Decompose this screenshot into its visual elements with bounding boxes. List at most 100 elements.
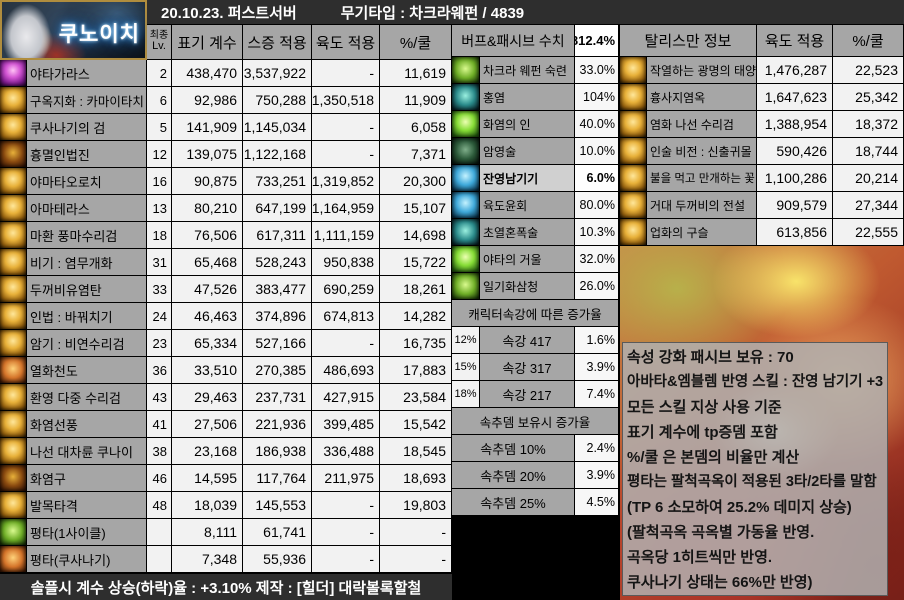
- skill-icon: [0, 87, 27, 114]
- buff-icon: [452, 111, 480, 138]
- table-row: 속추뎀 10% 2.4%: [452, 435, 619, 462]
- skill-level: 36: [147, 357, 172, 384]
- skill-coefficient: 92,986: [172, 87, 243, 114]
- note-line: (TP 6 소모하여 25.2% 데미지 상승): [627, 499, 852, 516]
- skill-level: 13: [147, 195, 172, 222]
- skill-per-cooldown: 23,584: [380, 384, 452, 411]
- table-row: 작열하는 광명의 태양 1,476,287 22,523: [620, 57, 904, 84]
- talisman-name: 업화의 구슬: [647, 219, 757, 246]
- table-row: 12% 속강 417 1.6%: [452, 327, 619, 354]
- col-header-level-top: 최종: [149, 29, 169, 41]
- talisman-icon: [620, 138, 647, 165]
- skill-name: 평타(1사이클): [27, 519, 147, 546]
- buff-icon: [452, 84, 480, 111]
- skill-per-cooldown: 11,619: [380, 60, 452, 87]
- table-row: 거대 두꺼비의 전설 909,579 27,344: [620, 192, 904, 219]
- footer-credit-bar: 솔플시 계수 상승(하락)율 : +3.10% 제작 : [힐더] 대락볼록할철: [0, 573, 452, 600]
- talisman-table-title: 탈리스만 정보: [620, 25, 757, 57]
- skill-dmg-applied: 733,251: [243, 168, 312, 195]
- skill-per-cooldown: 15,107: [380, 195, 452, 222]
- skill-coefficient: 90,875: [172, 168, 243, 195]
- table-row: 화염구 46 14,595 117,764 211,975 18,693: [0, 465, 452, 492]
- table-row: 일기화삼청 26.0%: [452, 273, 619, 300]
- talisman-yukdo-applied: 1,476,287: [757, 57, 833, 84]
- table-row: 잔영남기기 6.0%: [452, 165, 619, 192]
- talisman-name: 거대 두꺼비의 전설: [647, 192, 757, 219]
- table-row: 흉멸인법진 12 139,075 1,122,168-7,371: [0, 141, 452, 168]
- skill-coefficient: 14,595: [172, 465, 243, 492]
- skill-name: 비기 : 염무개화: [27, 249, 147, 276]
- skill-name: 나선 대차륜 쿠나이: [27, 438, 147, 465]
- skill-yukdo-applied: 674,813: [312, 303, 380, 330]
- table-row: 야마타오로치 16 90,875 733,251 1,319,852 20,300: [0, 168, 452, 195]
- skill-dmg-applied: 383,477: [243, 276, 312, 303]
- skill-per-cooldown: 18,261: [380, 276, 452, 303]
- buff-icon: [452, 57, 480, 84]
- skill-per-cooldown: 16,735: [380, 330, 452, 357]
- talisman-icon: [620, 84, 647, 111]
- table-row: 암기 : 비연수리검 23 65,334 527,166-16,735: [0, 330, 452, 357]
- skill-per-cooldown: 15,722: [380, 249, 452, 276]
- buff-table-body: 차크라 웨펀 숙련 33.0% 홍염 104% 화염의 인 40.0% 암영술 10.0% 잔영…: [452, 57, 619, 300]
- skill-level: 23: [147, 330, 172, 357]
- skill-dmg-applied: 237,731: [243, 384, 312, 411]
- skill-dmg-applied: 1,122,168: [243, 141, 312, 168]
- skill-icon: [0, 276, 27, 303]
- skill-level: 43: [147, 384, 172, 411]
- skill-icon: [0, 357, 27, 384]
- buff-icon: [452, 192, 480, 219]
- skill-per-cooldown: 18,693: [380, 465, 452, 492]
- skill-name: 두꺼비유염탄: [27, 276, 147, 303]
- note-line: 곡옥당 1히트씩만 반영.: [627, 549, 773, 566]
- skill-icon: [0, 303, 27, 330]
- element-pct-tag: 12%: [452, 327, 480, 354]
- skill-coefficient: 139,075: [172, 141, 243, 168]
- skill-dmg-applied: 750,288: [243, 87, 312, 114]
- skill-icon: [0, 141, 27, 168]
- element-label: 속강 317: [480, 354, 575, 381]
- col-header-level-bottom: Lv.: [152, 40, 166, 53]
- buff-name: 홍염: [480, 84, 575, 111]
- character-artwork: 속성 강화 패시브 보유 : 70 아바타&엠블렘 반영 스킬 : 잔영 남기기 …: [620, 246, 904, 600]
- skill-coefficient: 46,463: [172, 303, 243, 330]
- talisman-yukdo-applied: 1,100,286: [757, 165, 833, 192]
- skill-per-cooldown: 18,545: [380, 438, 452, 465]
- buff-icon: [452, 138, 480, 165]
- buff-value: 104%: [575, 84, 619, 111]
- element-section-body: 12% 속강 417 1.6% 15% 속강 317 3.9% 18% 속강 217 7.4%: [452, 327, 619, 408]
- skill-coefficient: 7,348: [172, 546, 243, 573]
- skill-icon: [0, 411, 27, 438]
- skill-name: 마환 풍마수리검: [27, 222, 147, 249]
- table-row: 염화 나선 수리검 1,388,954 18,372: [620, 111, 904, 138]
- talisman-col-yukdo: 육도 적용: [757, 25, 833, 57]
- skill-yukdo-applied: -: [312, 141, 380, 168]
- skill-coefficient: 76,506: [172, 222, 243, 249]
- skill-level: [147, 546, 172, 573]
- skill-icon: [0, 168, 27, 195]
- skill-coefficient: 8,111: [172, 519, 243, 546]
- table-row: 초열혼폭술 10.3%: [452, 219, 619, 246]
- title-bar: 20.10.23. 퍼스트서버 무기타입 : 차크라웨펀 / 4839: [147, 0, 904, 25]
- note-line: 쿠사나기 상태는 66%만 반영): [627, 574, 813, 591]
- skill-yukdo-applied: 1,319,852: [312, 168, 380, 195]
- table-row: 화염의 인 40.0%: [452, 111, 619, 138]
- col-header-skill-dmg: 스증 적용: [243, 25, 312, 60]
- skill-name: 발목타격: [27, 492, 147, 519]
- table-row: 야타의 거울 32.0%: [452, 246, 619, 273]
- talisman-per-cooldown: 18,744: [833, 138, 904, 165]
- skill-level: 33: [147, 276, 172, 303]
- element-value: 3.9%: [575, 354, 619, 381]
- skill-yukdo-applied: 1,350,518: [312, 87, 380, 114]
- skill-dmg-applied: 1,145,034: [243, 114, 312, 141]
- table-row: 나선 대차륜 쿠나이 38 23,168 186,938 336,488 18,545: [0, 438, 452, 465]
- skill-level: 18: [147, 222, 172, 249]
- note-line: 평타는 팔척곡옥이 적용된 3타/2타를 말함: [627, 474, 877, 490]
- footer-credit-text: 솔플시 계수 상승(하락)율 : +3.10% 제작 : [힐더] 대락볼록할철: [30, 579, 422, 597]
- skill-yukdo-applied: -: [312, 519, 380, 546]
- table-row: 화염선풍 41 27,506 221,936 399,485 15,542: [0, 411, 452, 438]
- talisman-name: 염화 나선 수리검: [647, 111, 757, 138]
- note-line: 표기 계수에 tp증뎀 포함: [627, 424, 778, 441]
- skill-dmg-applied: 647,199: [243, 195, 312, 222]
- table-row: 구옥지화 : 카마이타치 6 92,986 750,288 1,350,518 11,90…: [0, 87, 452, 114]
- proc-section-header: 속추뎀 보유시 증가율: [452, 408, 619, 435]
